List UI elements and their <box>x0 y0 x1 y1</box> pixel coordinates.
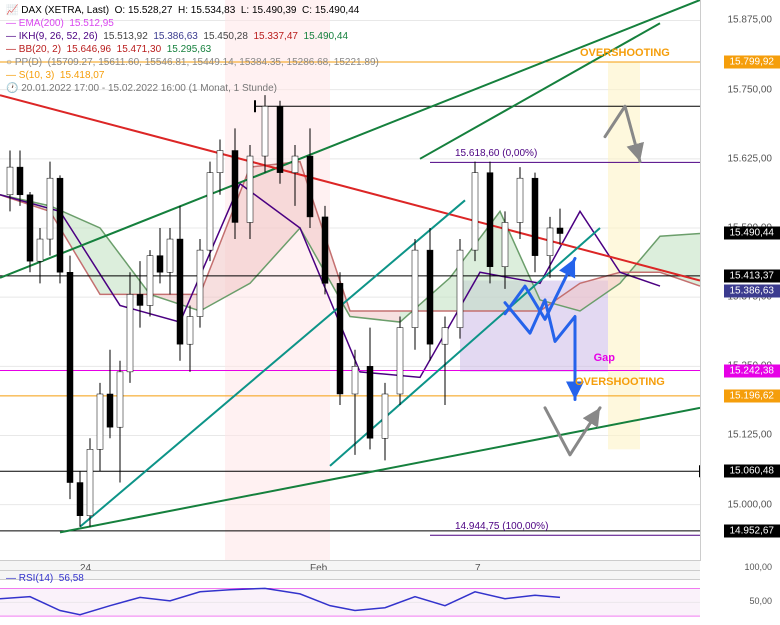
price-tag: 15.490,44 <box>724 227 780 240</box>
rsi-svg <box>0 571 700 623</box>
chart-text-label: OVERSHOOTING <box>580 47 670 59</box>
chart-legend: 📈 DAX (XETRA, Last) O: 15.528,27 H: 15.5… <box>6 4 384 95</box>
y-tick: 15.125,00 <box>728 430 773 441</box>
chart-text-label: OVERSHOOTING <box>575 376 665 388</box>
y-tick: 15.000,00 <box>728 499 773 510</box>
fib-label: 14.944,75 (100,00%) <box>455 521 548 532</box>
price-tag: 15.060,48 <box>724 465 780 478</box>
legend-title: 📈 DAX (XETRA, Last) O: 15.528,27 H: 15.5… <box>6 4 384 17</box>
y-axis: 15.875,0015.750,0015.625,0015.500,0015.3… <box>700 0 780 560</box>
y-tick: 15.750,00 <box>728 84 773 95</box>
price-tag: 15.242,38 <box>724 364 780 377</box>
price-tag: 15.413,37 <box>724 269 780 282</box>
rsi-y-tick: 100,00 <box>744 562 772 572</box>
legend-indicator-row: ○ PP(D) (15709.27, 15611.60, 15546.81, 1… <box>6 56 384 69</box>
fib-label: 15.618,60 (0,00%) <box>455 148 537 159</box>
legend-indicator-row: — IKH(9, 26, 52, 26) 15.513,92 15.386,63… <box>6 30 384 43</box>
chart-container: 📈 DAX (XETRA, Last) O: 15.528,27 H: 15.5… <box>0 0 780 625</box>
price-tag: 14.952,67 <box>724 524 780 537</box>
y-tick: 15.875,00 <box>728 15 773 26</box>
legend-symbol: DAX (XETRA, Last) <box>21 5 109 16</box>
price-tag: 15.196,62 <box>724 389 780 402</box>
rsi-y-tick: 50,00 <box>749 596 772 606</box>
price-tag: 15.799,92 <box>724 56 780 69</box>
legend-indicator-row: — S(10, 3) 15.418,07 <box>6 69 384 82</box>
rsi-panel[interactable] <box>0 570 700 623</box>
legend-indicator-row: — EMA(200) 15.512,95 <box>6 17 384 30</box>
price-tag: 15.386,63 <box>724 284 780 297</box>
chart-text-label: Gap <box>594 352 700 364</box>
rsi-legend: — RSI(14) 56,58 <box>6 573 84 584</box>
legend-date-range: 🕐 20.01.2022 17:00 - 15.02.2022 16:00 (1… <box>6 82 384 95</box>
legend-indicator-row: — BB(20, 2) 15.646,96 15.471,30 15.295,6… <box>6 43 384 56</box>
y-tick: 15.625,00 <box>728 153 773 164</box>
